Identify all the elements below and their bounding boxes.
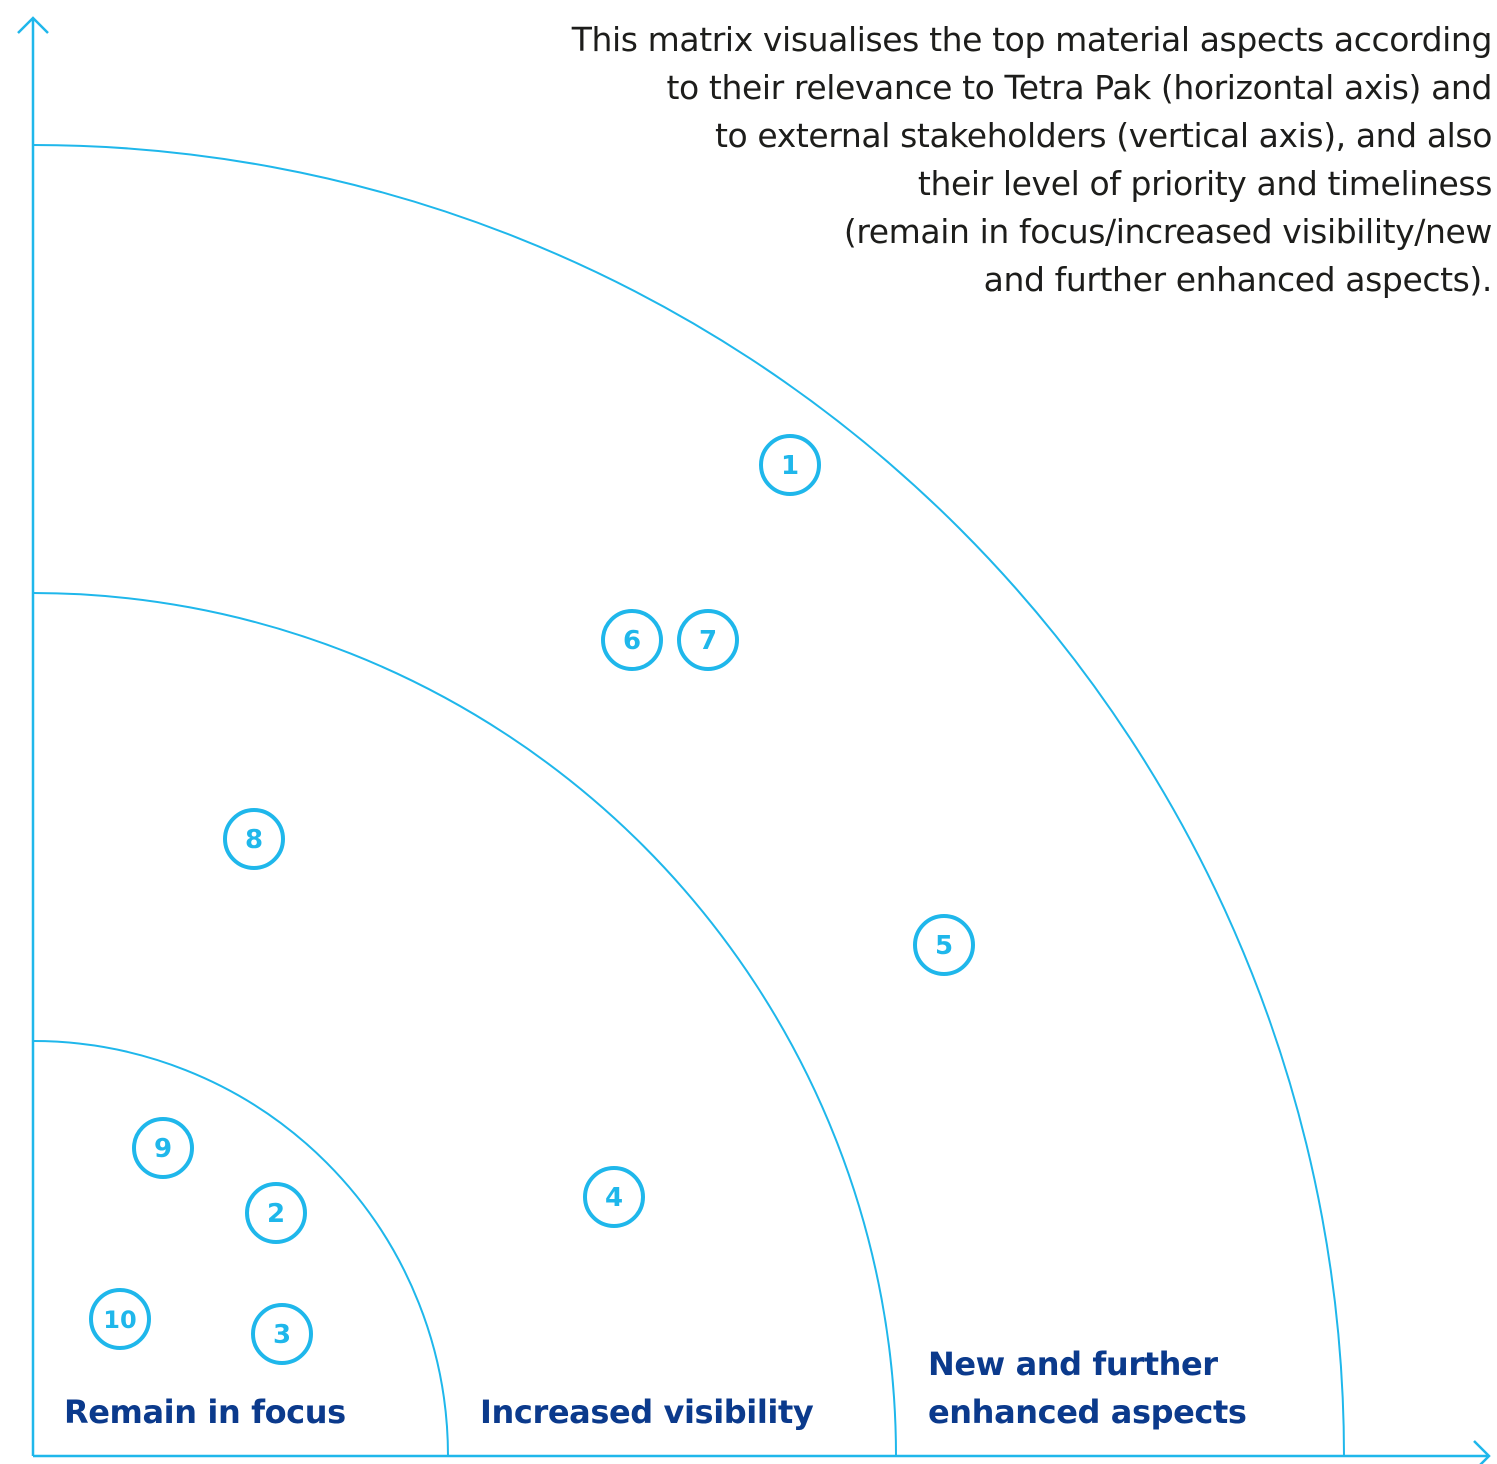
marker-9: 9 xyxy=(132,1117,194,1179)
marker-circle xyxy=(759,434,821,496)
marker-circle xyxy=(223,808,285,870)
description-line: to external stakeholders (vertical axis)… xyxy=(715,116,1492,155)
marker-3: 3 xyxy=(251,1303,313,1365)
marker-label: 4 xyxy=(605,1183,623,1213)
zone-label-line: New and further xyxy=(928,1345,1218,1383)
zone-label-new-and-further-enhanced: New and further enhanced aspects xyxy=(928,1340,1247,1436)
marker-circle xyxy=(132,1117,194,1179)
marker-label: 3 xyxy=(273,1320,291,1350)
marker-circle xyxy=(601,609,663,671)
marker-5: 5 xyxy=(913,914,975,976)
markers: 1 2 3 4 5 6 7 8 9 10 xyxy=(89,434,975,1365)
zone-arc-inner xyxy=(32,1040,449,1457)
marker-8: 8 xyxy=(223,808,285,870)
marker-label: 1 xyxy=(781,451,799,481)
description-text: This matrix visualises the top material … xyxy=(492,16,1493,304)
zone-label-increased-visibility: Increased visibility xyxy=(480,1388,814,1436)
marker-2: 2 xyxy=(245,1182,307,1244)
marker-circle xyxy=(913,914,975,976)
marker-4: 4 xyxy=(583,1166,645,1228)
marker-label: 9 xyxy=(154,1134,172,1164)
zone-label-line: Remain in focus xyxy=(64,1393,346,1431)
marker-1: 1 xyxy=(759,434,821,496)
marker-label: 7 xyxy=(699,626,717,656)
marker-circle xyxy=(583,1166,645,1228)
marker-7: 7 xyxy=(677,609,739,671)
zone-label-line: Increased visibility xyxy=(480,1393,814,1431)
marker-10: 10 xyxy=(89,1288,151,1350)
marker-label: 10 xyxy=(103,1306,136,1334)
description-line: (remain in focus/increased visibility/ne… xyxy=(843,212,1493,251)
y-axis-arrow-icon xyxy=(17,16,49,34)
marker-circle xyxy=(251,1303,313,1365)
marker-label: 5 xyxy=(935,931,953,961)
description-line: and further enhanced aspects). xyxy=(983,260,1493,299)
zone-label-line: enhanced aspects xyxy=(928,1393,1247,1431)
marker-circle xyxy=(89,1288,151,1350)
description-line: their level of priority and timeliness xyxy=(917,164,1492,203)
marker-6: 6 xyxy=(601,609,663,671)
marker-label: 8 xyxy=(245,825,263,855)
zone-arc-outer xyxy=(32,144,1345,1457)
marker-circle xyxy=(245,1182,307,1244)
marker-circle xyxy=(677,609,739,671)
x-axis-arrow-icon xyxy=(1473,1440,1491,1464)
description-line: to their relevance to Tetra Pak (horizon… xyxy=(666,68,1493,107)
marker-label: 6 xyxy=(623,626,641,656)
zone-label-remain-in-focus: Remain in focus xyxy=(64,1388,346,1436)
marker-label: 2 xyxy=(267,1199,285,1229)
description-line: This matrix visualises the top material … xyxy=(571,20,1493,59)
zone-arc-middle xyxy=(32,592,897,1457)
